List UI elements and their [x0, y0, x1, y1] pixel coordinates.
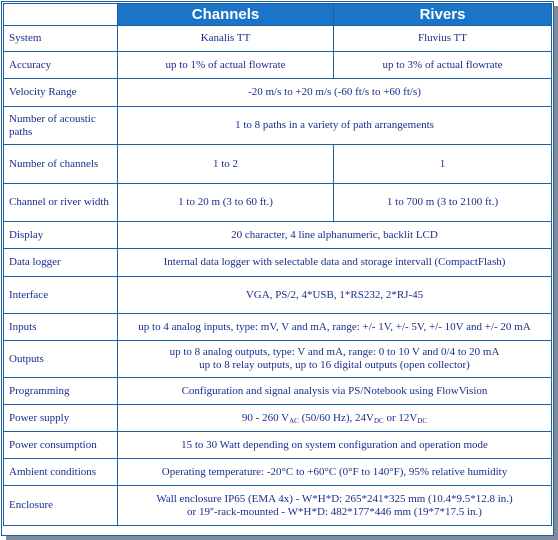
table-row: Channel or river width 1 to 20 m (3 to 6… — [3, 183, 552, 222]
row-label-enclosure: Enclosure — [3, 485, 118, 526]
powersupply-value: 90 - 260 VAC (50/60 Hz), 24VDC or 12VDC — [117, 404, 552, 432]
inputs-value: up to 4 analog inputs, type: mV, V and m… — [117, 313, 552, 341]
row-label-accuracy: Accuracy — [3, 51, 118, 79]
power-sub-dc-2: DC — [417, 416, 428, 425]
table-row: Accuracy up to 1% of actual flowrate up … — [3, 51, 552, 79]
table-row: Ambient conditions Operating temperature… — [3, 458, 552, 486]
row-label-consumption: Power consumption — [3, 431, 118, 459]
table-row: Number of acoustic paths 1 to 8 paths in… — [3, 106, 552, 145]
channels-channels: 1 to 2 — [117, 144, 334, 184]
table-row: Interface VGA, PS/2, 4*USB, 1*RS232, 2*R… — [3, 276, 552, 314]
enclosure-value: Wall enclosure IP65 (EMA 4x) - W*H*D: 26… — [117, 485, 552, 526]
ambient-value: Operating temperature: -20°C to +60°C (0… — [117, 458, 552, 486]
system-channels: Kanalis TT — [117, 25, 334, 52]
table-row: Inputs up to 4 analog inputs, type: mV, … — [3, 313, 552, 341]
power-sub-dc: DC — [373, 416, 384, 425]
row-label-width: Channel or river width — [3, 183, 118, 222]
consumption-value: 15 to 30 Watt depending on system config… — [117, 431, 552, 459]
datalogger-value: Internal data logger with selectable dat… — [117, 248, 552, 277]
power-text-1: 90 - 260 V — [241, 411, 290, 424]
table-row: Power supply 90 - 260 VAC (50/60 Hz), 24… — [3, 404, 552, 432]
row-label-velocity: Velocity Range — [3, 78, 118, 107]
outputs-value: up to 8 analog outputs, type: V and mA, … — [117, 340, 552, 378]
spec-table: Channels Rivers System Kanalis TT Fluviu… — [3, 3, 552, 526]
table-row: Data logger Internal data logger with se… — [3, 248, 552, 277]
width-rivers: 1 to 700 m (3 to 2100 ft.) — [333, 183, 552, 222]
row-label-interface: Interface — [3, 276, 118, 314]
header-channels: Channels — [117, 3, 334, 26]
row-label-powersupply: Power supply — [3, 404, 118, 432]
table-row: Enclosure Wall enclosure IP65 (EMA 4x) -… — [3, 485, 552, 526]
frame-shadow-right — [554, 6, 558, 539]
row-label-datalogger: Data logger — [3, 248, 118, 277]
channels-rivers: 1 — [333, 144, 552, 184]
power-sub-ac: AC — [289, 416, 299, 425]
table-row: Outputs up to 8 analog outputs, type: V … — [3, 340, 552, 378]
width-channels: 1 to 20 m (3 to 60 ft.) — [117, 183, 334, 222]
paths-value: 1 to 8 paths in a variety of path arrang… — [117, 106, 552, 145]
power-text-2: (50/60 Hz), 24V — [298, 411, 374, 424]
row-label-display: Display — [3, 221, 118, 249]
table-row: System Kanalis TT Fluvius TT — [3, 25, 552, 52]
row-label-ambient: Ambient conditions — [3, 458, 118, 486]
outputs-line-2: up to 8 relay outputs, up to 16 digital … — [199, 359, 470, 371]
power-text-3: or 12V — [383, 411, 418, 424]
accuracy-channels: up to 1% of actual flowrate — [117, 51, 334, 79]
row-label-channels: Number of channels — [3, 144, 118, 184]
row-label-system: System — [3, 25, 118, 52]
table-row: Velocity Range -20 m/s to +20 m/s (-60 f… — [3, 78, 552, 107]
header-blank — [3, 3, 118, 26]
enclosure-line-1: Wall enclosure IP65 (EMA 4x) - W*H*D: 26… — [156, 492, 513, 505]
row-label-inputs: Inputs — [3, 313, 118, 341]
programming-value: Configuration and signal analysis via PS… — [117, 377, 552, 405]
header-row: Channels Rivers — [3, 3, 552, 26]
accuracy-rivers: up to 3% of actual flowrate — [333, 51, 552, 79]
display-value: 20 character, 4 line alphanumeric, backl… — [117, 221, 552, 249]
table-row: Programming Configuration and signal ana… — [3, 377, 552, 405]
enclosure-line-2: or 19''-rack-mounted - W*H*D: 482*177*44… — [187, 505, 482, 518]
table-row: Display 20 character, 4 line alphanumeri… — [3, 221, 552, 249]
row-label-outputs: Outputs — [3, 340, 118, 378]
interface-value: VGA, PS/2, 4*USB, 1*RS232, 2*RJ-45 — [117, 276, 552, 314]
frame-shadow-bottom — [6, 536, 558, 540]
table-row: Number of channels 1 to 2 1 — [3, 144, 552, 184]
header-rivers: Rivers — [333, 3, 552, 26]
system-rivers: Fluvius TT — [333, 25, 552, 52]
row-label-programming: Programming — [3, 377, 118, 405]
row-label-paths: Number of acoustic paths — [3, 106, 118, 145]
velocity-value: -20 m/s to +20 m/s (-60 ft/s to +60 ft/s… — [117, 78, 552, 107]
table-row: Power consumption 15 to 30 Watt dependin… — [3, 431, 552, 459]
outputs-line-1: up to 8 analog outputs, type: V and mA, … — [169, 346, 500, 358]
